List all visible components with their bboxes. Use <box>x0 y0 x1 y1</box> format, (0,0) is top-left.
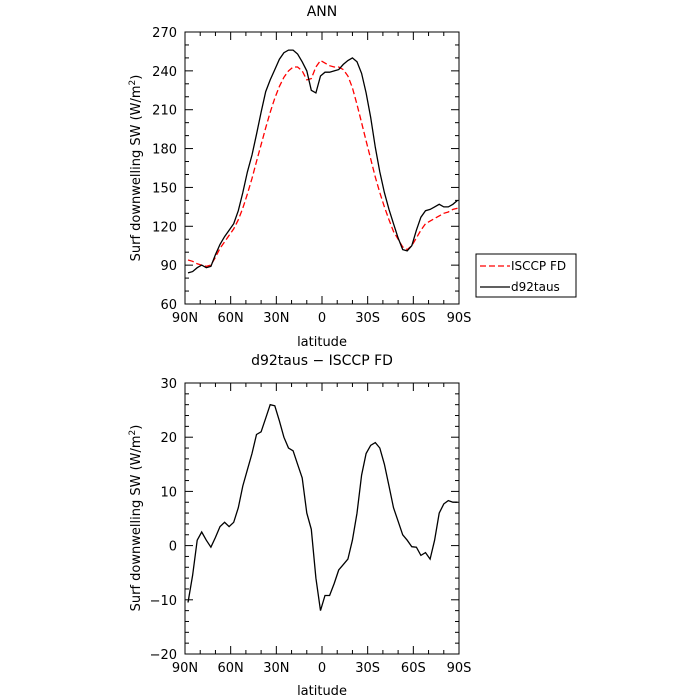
x-tick-label: 90S <box>447 311 472 326</box>
x-tick-label: 90N <box>172 661 198 676</box>
legend: ISCCP FD d92taus <box>475 253 577 298</box>
legend-box <box>475 253 577 298</box>
series-line-difference <box>187 403 458 611</box>
x-tick-label: 90S <box>447 661 472 676</box>
y-tick-label: −10 <box>150 594 177 609</box>
plot-frame <box>184 382 460 655</box>
y-tick-label: 120 <box>152 220 177 235</box>
x-tick-label: 30N <box>263 661 289 676</box>
x-tick-label: 60S <box>401 311 426 326</box>
y-tick-label: 180 <box>152 143 177 158</box>
y-tick-label: 20 <box>160 431 177 446</box>
y-tick-label: 270 <box>152 26 177 41</box>
x-tick-label: 0 <box>318 311 326 326</box>
x-tick-label: 30S <box>355 661 380 676</box>
y-tick-label: 210 <box>152 104 177 119</box>
chart-title: ANN <box>307 4 338 20</box>
plot-area: 90N 60N 30N 0 30S 60S 90S −20 −10 0 10 20 30 <box>150 377 472 676</box>
panel-difference: d92taus − ISCCP FD 90N 60N 30N 0 30S 60S 90S −2… <box>128 353 471 699</box>
series-line-d92taus <box>187 49 458 274</box>
panel-ann: ANN 90N 60N 30N 0 30S 60S 90S 60 90 120 150 180 210 2… <box>128 4 577 350</box>
y-tick-label: 60 <box>160 298 177 313</box>
plot-area: 90N 60N 30N 0 30S 60S 90S 60 90 120 150 180 210 240 27… <box>152 26 471 326</box>
x-tick-label: 30N <box>263 311 289 326</box>
y-tick-label: 30 <box>160 377 177 392</box>
y-tick-label: 10 <box>160 485 177 500</box>
x-tick-label: 30S <box>355 311 380 326</box>
x-tick-label: 60N <box>218 311 244 326</box>
y-tick-label: 0 <box>169 540 177 555</box>
y-tick-label: 240 <box>152 65 177 80</box>
legend-label-isccp: ISCCP FD <box>511 259 566 273</box>
y-tick-label: −20 <box>150 648 177 663</box>
y-axis-label: Surf downwelling SW (W/m2) <box>128 75 144 262</box>
series-line-isccp-fd <box>187 59 458 268</box>
y-tick-label: 90 <box>160 259 177 274</box>
x-tick-label: 0 <box>318 661 326 676</box>
legend-label-d92taus: d92taus <box>511 280 560 294</box>
x-tick-label: 90N <box>172 311 198 326</box>
x-tick-label: 60N <box>218 661 244 676</box>
plot-frame <box>184 31 460 305</box>
chart-title: d92taus − ISCCP FD <box>251 353 393 369</box>
x-axis-label: latitude <box>297 335 347 350</box>
y-axis-label: Surf downwelling SW (W/m2) <box>128 425 144 612</box>
x-axis-label: latitude <box>297 684 347 699</box>
y-tick-label: 150 <box>152 181 177 196</box>
x-tick-label: 60S <box>401 661 426 676</box>
